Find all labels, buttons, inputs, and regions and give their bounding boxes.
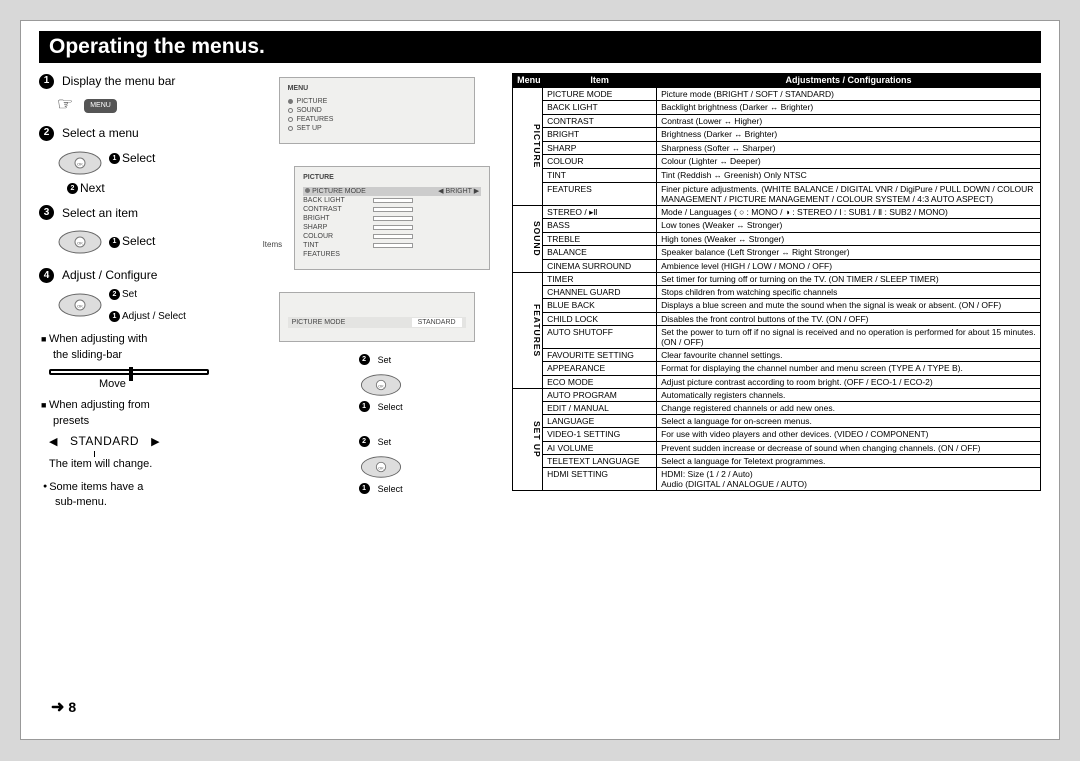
slider-bar-icon xyxy=(49,369,209,375)
step-2-text: Select a menu xyxy=(62,125,139,142)
note-sliding: When adjusting with the sliding-bar xyxy=(41,332,255,363)
svg-text:OK: OK xyxy=(378,385,384,389)
remote-cluster-2: 2Set OK 1Select xyxy=(359,436,559,494)
remote-cluster-1: 2Set OK 1Select xyxy=(359,354,559,412)
note-presets: When adjusting from presets xyxy=(41,398,255,429)
page: Operating the menus. 1 Display the menu … xyxy=(20,20,1060,740)
step-4-adjust-label: Adjust / Select xyxy=(122,311,186,322)
step-4-bullet: 4 xyxy=(39,268,54,283)
page-title: Operating the menus. xyxy=(39,31,1041,63)
step-3-text: Select an item xyxy=(62,205,138,222)
screens-column: MENUPICTURESOUNDFEATURESSET UP Items PIC… xyxy=(269,73,499,516)
step-2-next-label: Next xyxy=(80,181,105,195)
remote-icon: OK xyxy=(57,290,103,320)
step-4-set-label: Set xyxy=(122,289,137,300)
steps-column: 1 Display the menu bar ☞ MENU 2 Select a… xyxy=(39,73,255,516)
preset-row: STANDARD xyxy=(49,433,255,450)
screenshot-picture-mode: PICTURE MODESTANDARD xyxy=(279,292,475,342)
config-table-column: MenuItemAdjustments / ConfigurationsPICT… xyxy=(512,73,1041,516)
menu-chip: MENU xyxy=(84,99,117,113)
remote-icon: OK xyxy=(57,227,103,257)
config-table: MenuItemAdjustments / ConfigurationsPICT… xyxy=(512,73,1041,491)
triangle-right-icon xyxy=(151,433,160,450)
step-2-bullet: 2 xyxy=(39,126,54,141)
preset-note: The item will change. xyxy=(49,457,255,472)
screenshot-picture: PICTURE PICTURE MODE◀ BRIGHT ▶BACK LIGHT… xyxy=(294,166,490,270)
screenshot-menu: MENUPICTURESOUNDFEATURESSET UP xyxy=(279,77,475,144)
step-2-select-label: Select xyxy=(122,151,155,165)
triangle-left-icon xyxy=(49,433,58,450)
note-submenu: Some items have a sub-menu. xyxy=(43,480,255,511)
svg-text:OK: OK xyxy=(77,241,83,246)
svg-text:OK: OK xyxy=(378,467,384,471)
remote-icon: OK xyxy=(57,148,103,178)
preset-value: STANDARD xyxy=(70,433,139,450)
page-number: 8 xyxy=(51,697,76,717)
svg-text:OK: OK xyxy=(77,161,83,166)
step-1-bullet: 1 xyxy=(39,74,54,89)
items-label: Items xyxy=(263,240,283,366)
step-1-text: Display the menu bar xyxy=(62,73,175,90)
hand-icon: ☞ xyxy=(57,92,73,117)
step-3-bullet: 3 xyxy=(39,205,54,220)
step-3-select-label: Select xyxy=(122,234,155,248)
step-4-text: Adjust / Configure xyxy=(62,267,157,284)
svg-text:OK: OK xyxy=(77,304,83,309)
move-label: Move xyxy=(99,377,255,392)
